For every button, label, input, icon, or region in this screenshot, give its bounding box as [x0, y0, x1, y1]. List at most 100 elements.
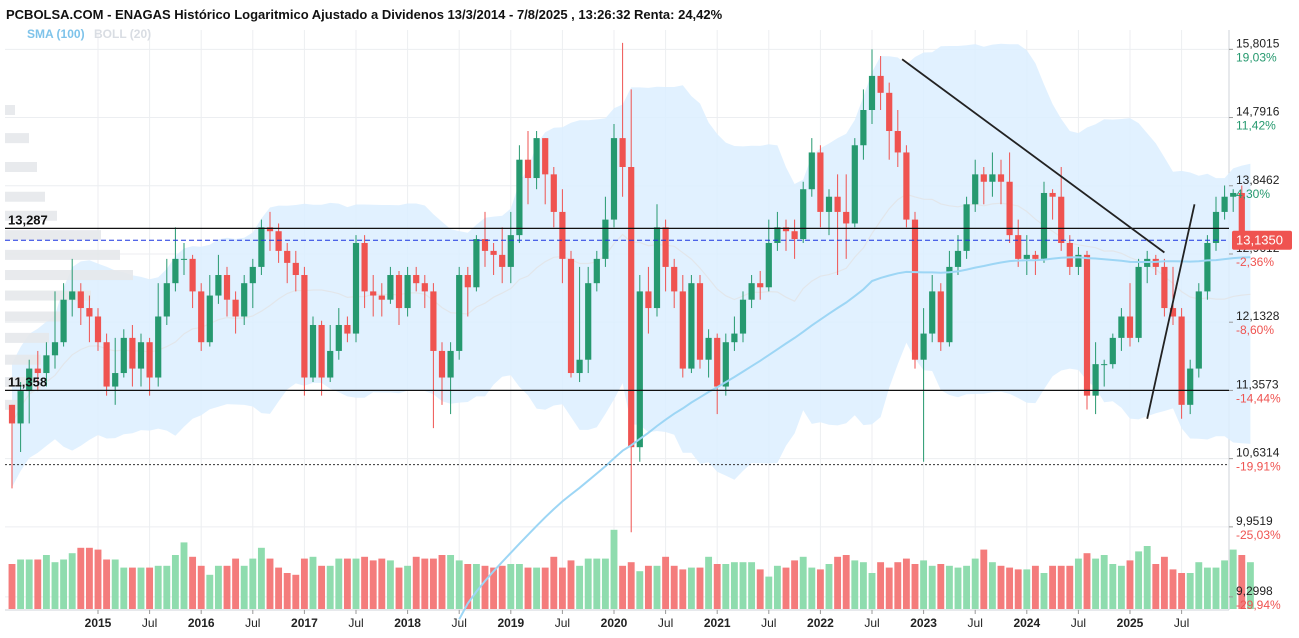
candle-body — [542, 138, 549, 175]
support-line-label: 11,358 — [8, 374, 47, 389]
volume-bar — [189, 556, 197, 609]
boll-indicator-label[interactable]: BOLL (20) — [94, 27, 151, 41]
price-axis-label: 9,2998 — [1236, 584, 1273, 598]
time-axis-label: Jul — [968, 616, 983, 630]
candle-body — [17, 391, 24, 424]
volume-bar — [584, 558, 592, 609]
volume-bar — [68, 553, 76, 609]
time-axis-label: Jul — [658, 616, 673, 630]
volume-bar — [429, 558, 437, 609]
volume-bar — [687, 567, 695, 609]
candle-body — [868, 75, 876, 111]
candle-body — [1238, 192, 1245, 243]
current-price-tag: 13,1350 — [1232, 230, 1292, 250]
price-axis-percent: 11,42% — [1236, 119, 1276, 133]
time-axis-label: 2024 — [1013, 616, 1040, 630]
candle-body — [1135, 266, 1142, 338]
candle-body — [94, 316, 102, 343]
candle-body — [533, 138, 540, 179]
time-axis-label: Jul — [245, 616, 260, 630]
candle-body — [1049, 192, 1056, 197]
candle-body — [146, 342, 153, 378]
candle-body — [284, 250, 291, 263]
price-candles — [8, 42, 1254, 533]
candle-body — [1101, 364, 1108, 366]
candle-body — [1161, 266, 1168, 309]
volume-bar — [739, 562, 747, 609]
volume-bar — [180, 542, 188, 609]
sma-100-line — [458, 256, 1251, 620]
candle-body — [301, 275, 308, 378]
candle-body — [765, 242, 772, 288]
trend-line — [1146, 204, 1196, 419]
candle-body — [524, 159, 532, 179]
volume-bar — [748, 562, 756, 609]
time-axis-label: 2025 — [1117, 616, 1144, 630]
candle-body — [473, 239, 480, 288]
volume-profile-bar — [5, 290, 91, 301]
volume-bar — [730, 562, 738, 609]
candle-body — [997, 174, 1005, 182]
volume-bar — [541, 567, 549, 609]
volume-bar — [679, 569, 687, 609]
volume-bar — [971, 558, 979, 609]
price-axis-percent: -8,60% — [1236, 323, 1274, 337]
volume-bar — [1023, 569, 1031, 609]
volume-bar — [128, 567, 136, 609]
candle-body — [60, 299, 67, 343]
volume-bar — [576, 565, 584, 609]
volume-bar — [232, 558, 240, 609]
candle-body — [1212, 211, 1220, 243]
volume-bar — [60, 559, 68, 609]
candle-body — [1058, 196, 1065, 243]
volume-bar — [799, 556, 807, 609]
volume-bar — [644, 565, 652, 609]
volume-bar — [1152, 564, 1160, 609]
volume-bar — [223, 565, 231, 609]
volume-profile — [5, 105, 133, 410]
volume-bar — [1212, 567, 1220, 609]
candle-body — [739, 299, 747, 334]
volume-profile-bar — [5, 377, 35, 388]
candle-body — [636, 291, 643, 448]
volume-bar — [438, 555, 446, 609]
volume-bar — [1066, 565, 1074, 609]
volume-bar — [51, 562, 59, 609]
volume-bar — [533, 567, 541, 609]
candle-body — [1092, 364, 1099, 396]
candle-body — [258, 227, 265, 267]
volume-bar — [137, 567, 145, 609]
candle-body — [1169, 308, 1177, 317]
candle-body — [395, 275, 403, 309]
volume-bar — [610, 529, 618, 609]
candle-body — [447, 350, 454, 378]
volume-bar — [928, 565, 936, 609]
volume-bar — [877, 562, 885, 609]
volume-bar — [447, 555, 455, 609]
volume-bar — [300, 558, 308, 609]
volume-bar — [825, 564, 833, 609]
time-axis-label: Jul — [348, 616, 363, 630]
volume-bar — [421, 558, 429, 609]
volume-bar — [773, 565, 781, 609]
price-axis-percent: -14,44% — [1236, 391, 1281, 405]
candle-body — [946, 266, 953, 343]
volume-bar — [507, 564, 515, 609]
candle-body — [748, 283, 755, 300]
candle-body — [877, 75, 884, 93]
candle-body — [662, 227, 669, 267]
volume-bar — [103, 559, 111, 609]
time-axis-label: Jul — [761, 616, 776, 630]
volume-bar — [472, 564, 480, 609]
candle-body — [241, 283, 248, 317]
volume-bar — [894, 562, 902, 609]
price-axis-label: 13,8462 — [1236, 173, 1280, 187]
volume-bar — [266, 558, 274, 609]
candle-body — [499, 254, 506, 267]
candle-body — [714, 337, 721, 387]
candle-body — [232, 299, 239, 317]
volume-profile-bar — [5, 311, 67, 322]
sma-indicator-label[interactable]: SMA (100) — [27, 27, 85, 41]
volume-bar — [1229, 549, 1237, 609]
time-axis-label: 2016 — [188, 616, 215, 630]
